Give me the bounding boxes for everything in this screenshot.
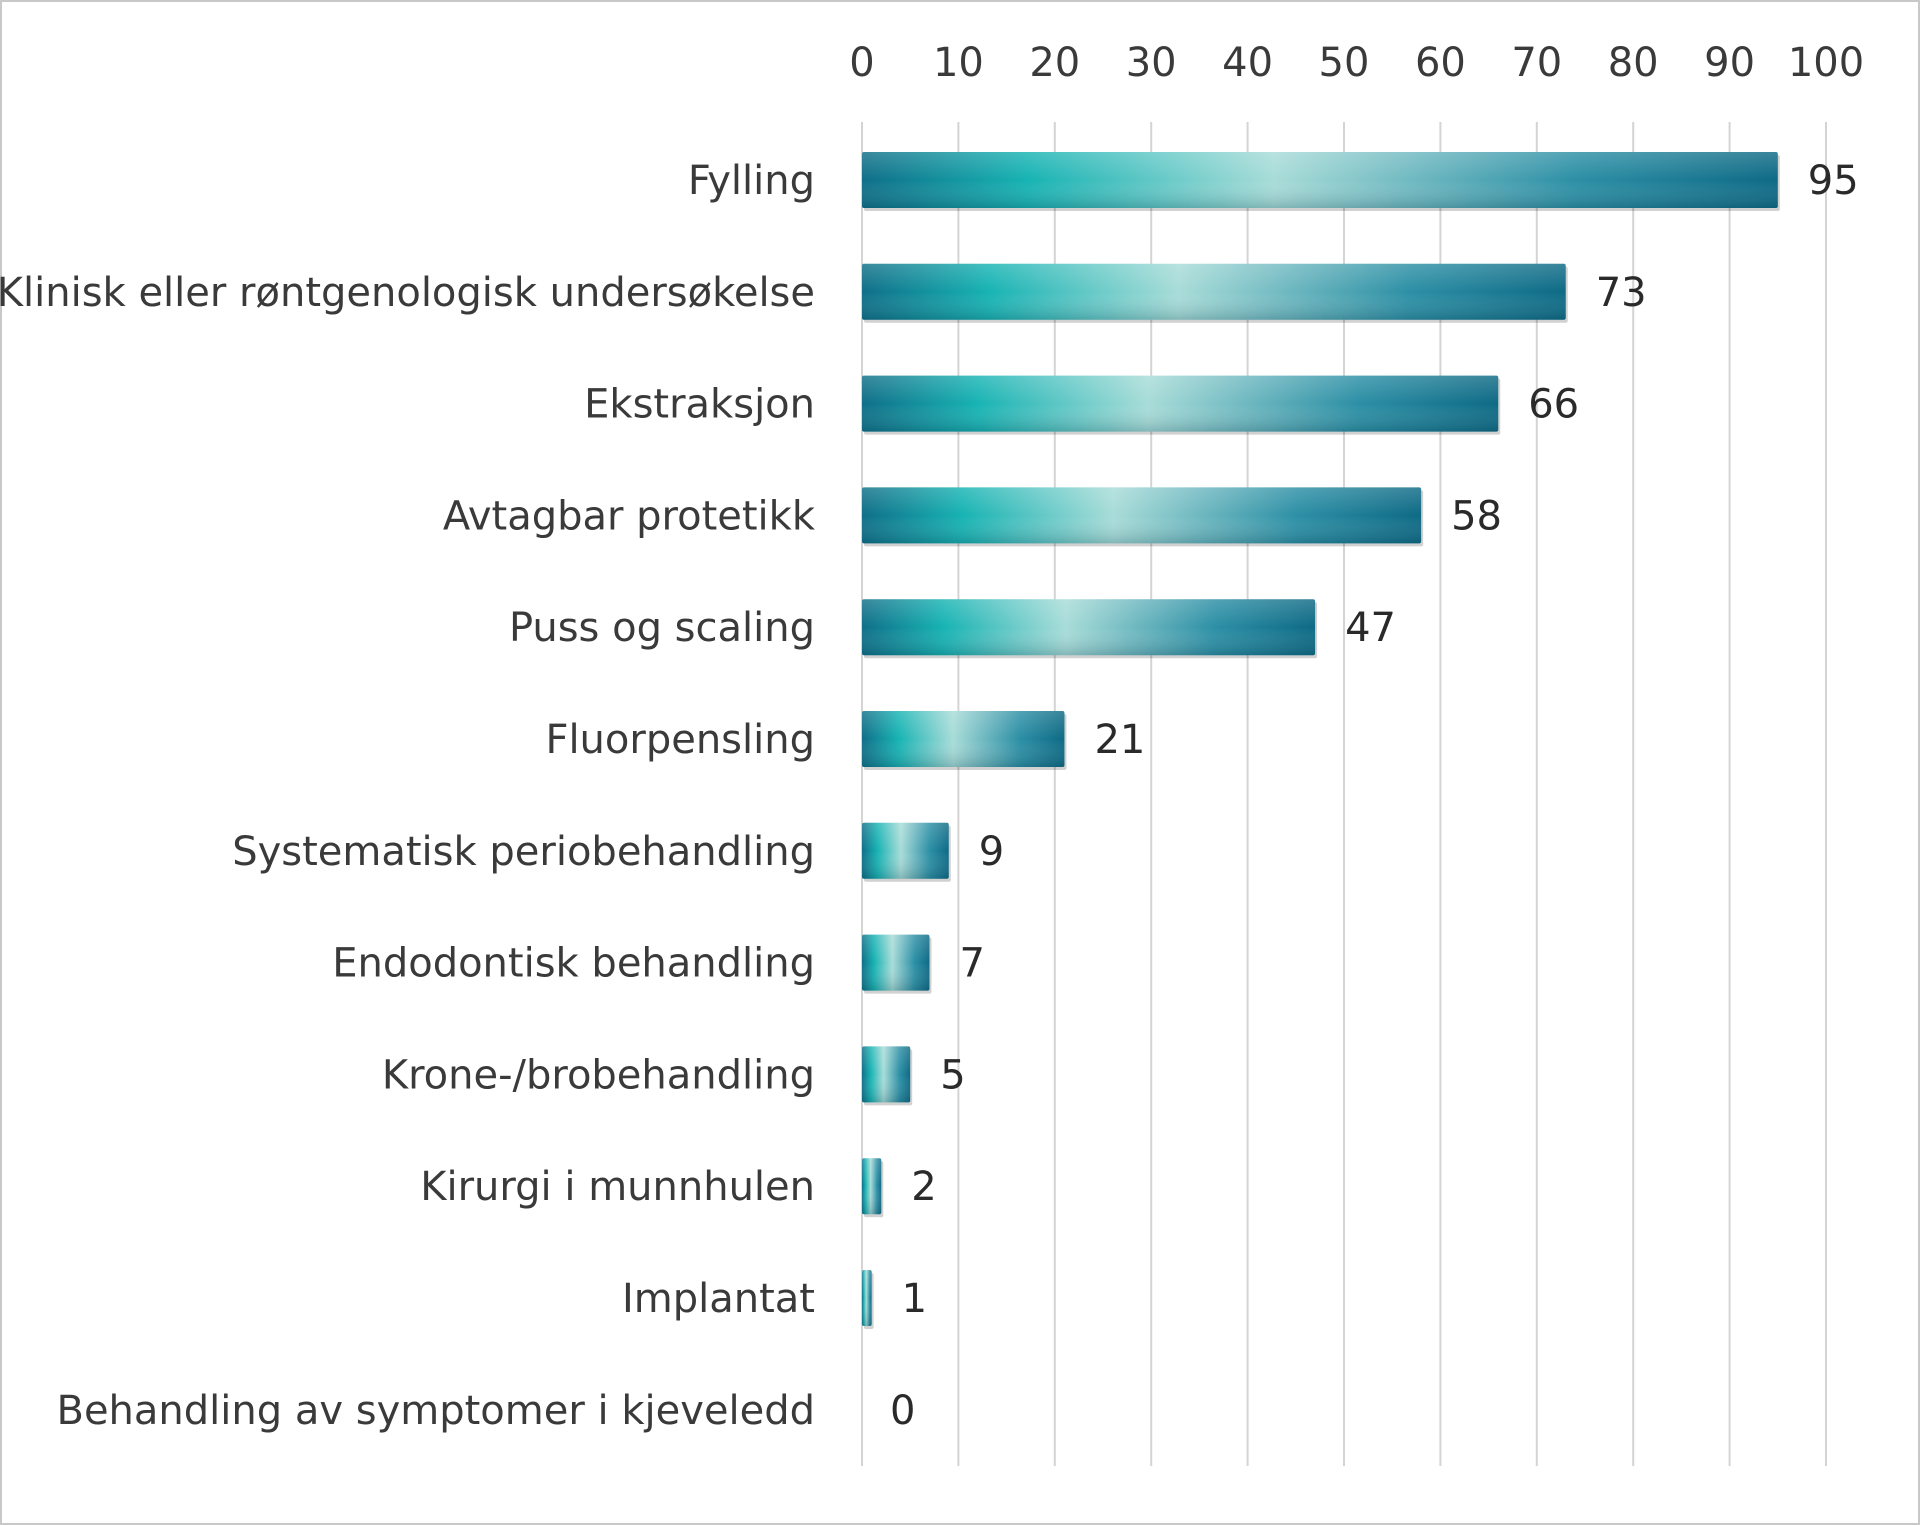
bar [862,1046,913,1106]
category-label: Fluorpensling [545,717,815,763]
value-label: 5 [940,1052,965,1098]
x-tick-label: 10 [933,40,984,86]
category-label: Implantat [622,1276,815,1322]
category-label: Endodontisk behandling [332,941,815,987]
bar [862,1158,884,1218]
category-label: Kirurgi i munnhulen [420,1164,815,1210]
x-tick-label: 80 [1608,40,1659,86]
bar [862,822,951,882]
category-label: Puss og scaling [509,605,815,651]
bar [862,152,1780,211]
x-tick-label: 90 [1704,40,1755,86]
value-label: 58 [1451,493,1502,539]
x-tick-label: 30 [1126,40,1177,86]
category-label: Krone-/brobehandling [382,1052,815,1098]
x-tick-label: 100 [1788,40,1864,86]
bar [862,1270,874,1329]
bar [862,375,1501,435]
value-label: 73 [1596,270,1647,316]
category-label: Ekstraksjon [584,382,815,428]
category-label: Fylling [688,158,815,204]
category-labels: Fylling Klinisk eller røntgenologisk unde… [0,158,816,1434]
x-tick-label: 40 [1222,40,1273,86]
value-label: 2 [911,1164,936,1210]
value-label: 7 [959,941,984,987]
value-label: 0 [890,1388,915,1434]
category-label: Systematisk periobehandling [232,829,815,875]
category-label: Klinisk eller røntgenologisk undersøkels… [0,270,815,316]
bar [862,487,1424,547]
value-label: 95 [1808,158,1859,204]
x-tick-label: 50 [1319,40,1370,86]
category-label: Behandling av symptomer i kjeveledd [57,1388,816,1434]
bar [862,711,1067,770]
value-label: 1 [902,1276,927,1322]
x-tick-label: 70 [1511,40,1562,86]
value-label: 47 [1345,605,1396,651]
value-label: 9 [979,829,1004,875]
bar [862,599,1318,659]
x-tick-label: 20 [1029,40,1080,86]
x-axis-ticks: 0 10 20 30 40 50 60 70 80 90 100 [849,40,1864,86]
bar [862,263,1568,323]
bars [862,152,1780,1329]
x-tick-label: 0 [849,40,874,86]
value-label: 66 [1528,382,1579,428]
category-label: Avtagbar protetikk [443,493,816,539]
x-tick-label: 60 [1415,40,1466,86]
value-label: 21 [1094,717,1145,763]
gridlines [861,122,1827,1466]
bar [862,934,932,994]
